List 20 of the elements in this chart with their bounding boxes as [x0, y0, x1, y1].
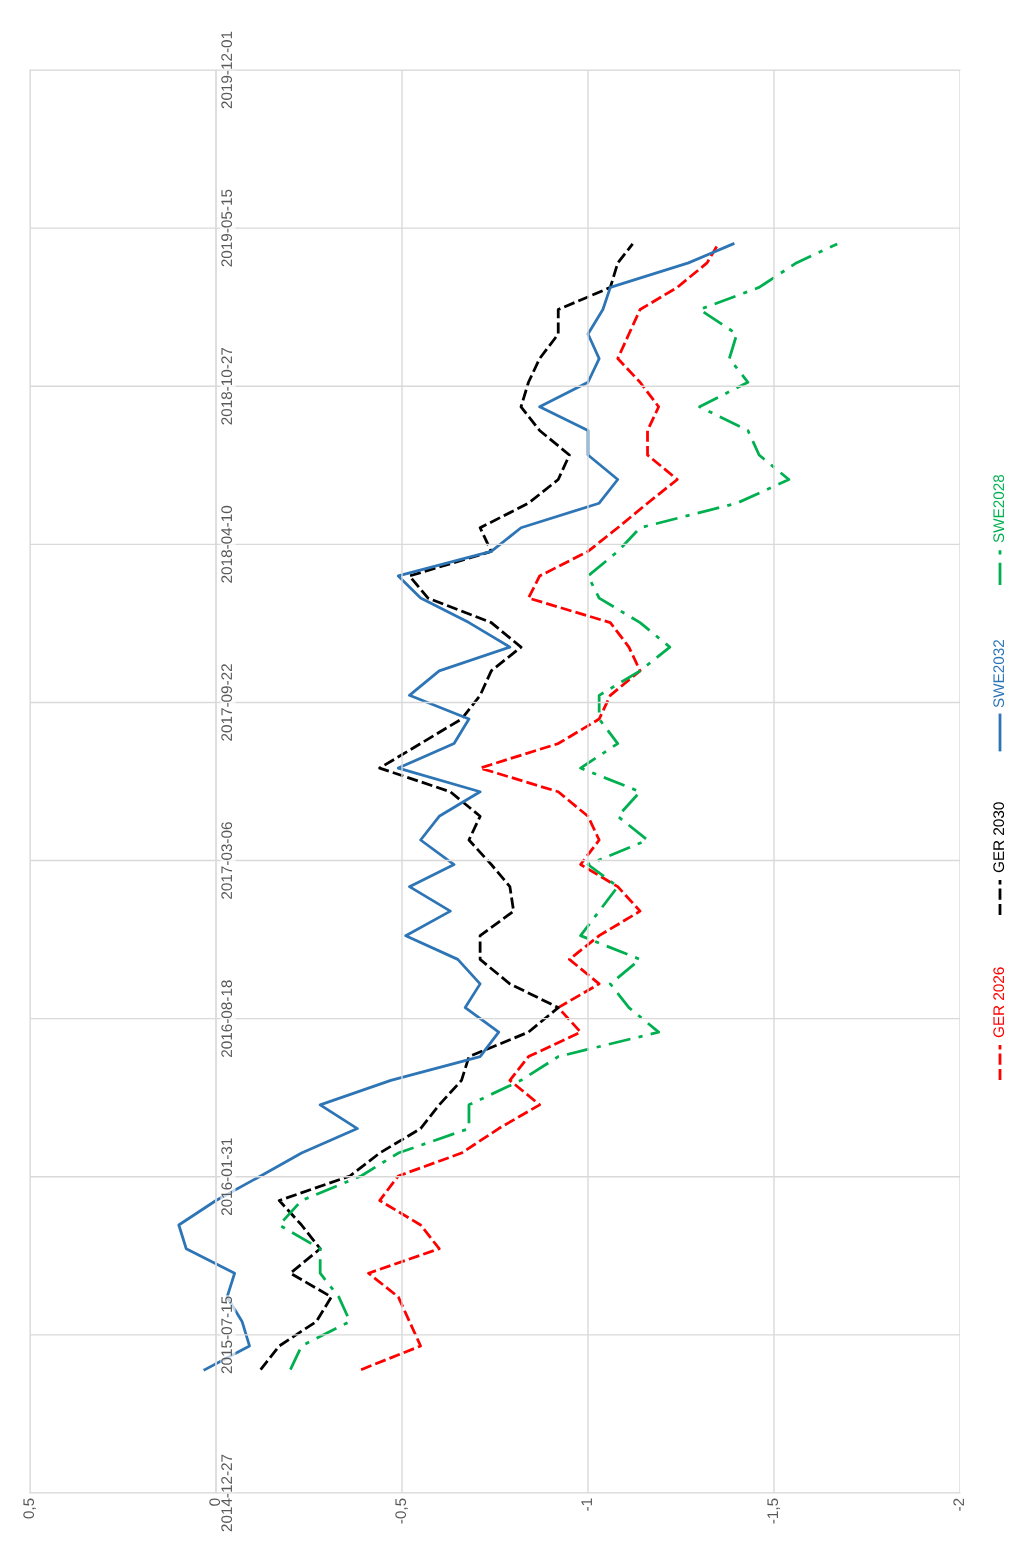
x-tick-label: 0,5: [23, 1498, 36, 1519]
y-tick-label: 2018-10-27: [221, 347, 233, 425]
y-tick-label: 2016-08-18: [221, 980, 233, 1057]
text: SWE2032: [993, 639, 1005, 708]
text: GER 2030: [993, 802, 1005, 873]
x-tick-label: -0,5: [395, 1498, 408, 1524]
x-tick-label: 0: [209, 1498, 221, 1506]
y-tick-label: 2019-12-01: [221, 31, 233, 109]
y-tick-label: 2018-04-10: [221, 505, 233, 583]
y-tick-label: 2016-01-31: [221, 1138, 233, 1216]
y-tick-label: 2014-12-27: [221, 1454, 233, 1532]
text: SWE2028: [993, 474, 1005, 543]
y-tick-label: 2019-05-15: [221, 189, 233, 267]
x-tick-label: -1,5: [767, 1498, 780, 1524]
text: GER 2026: [993, 967, 1005, 1038]
y-tick-label: 2017-09-22: [221, 664, 233, 741]
x-tick-label: -2: [953, 1498, 964, 1511]
y-tick-label: 2017-03-06: [221, 822, 233, 899]
y-tick-label: 2015-07-15: [221, 1296, 233, 1374]
x-tick-label: -1: [581, 1498, 592, 1511]
